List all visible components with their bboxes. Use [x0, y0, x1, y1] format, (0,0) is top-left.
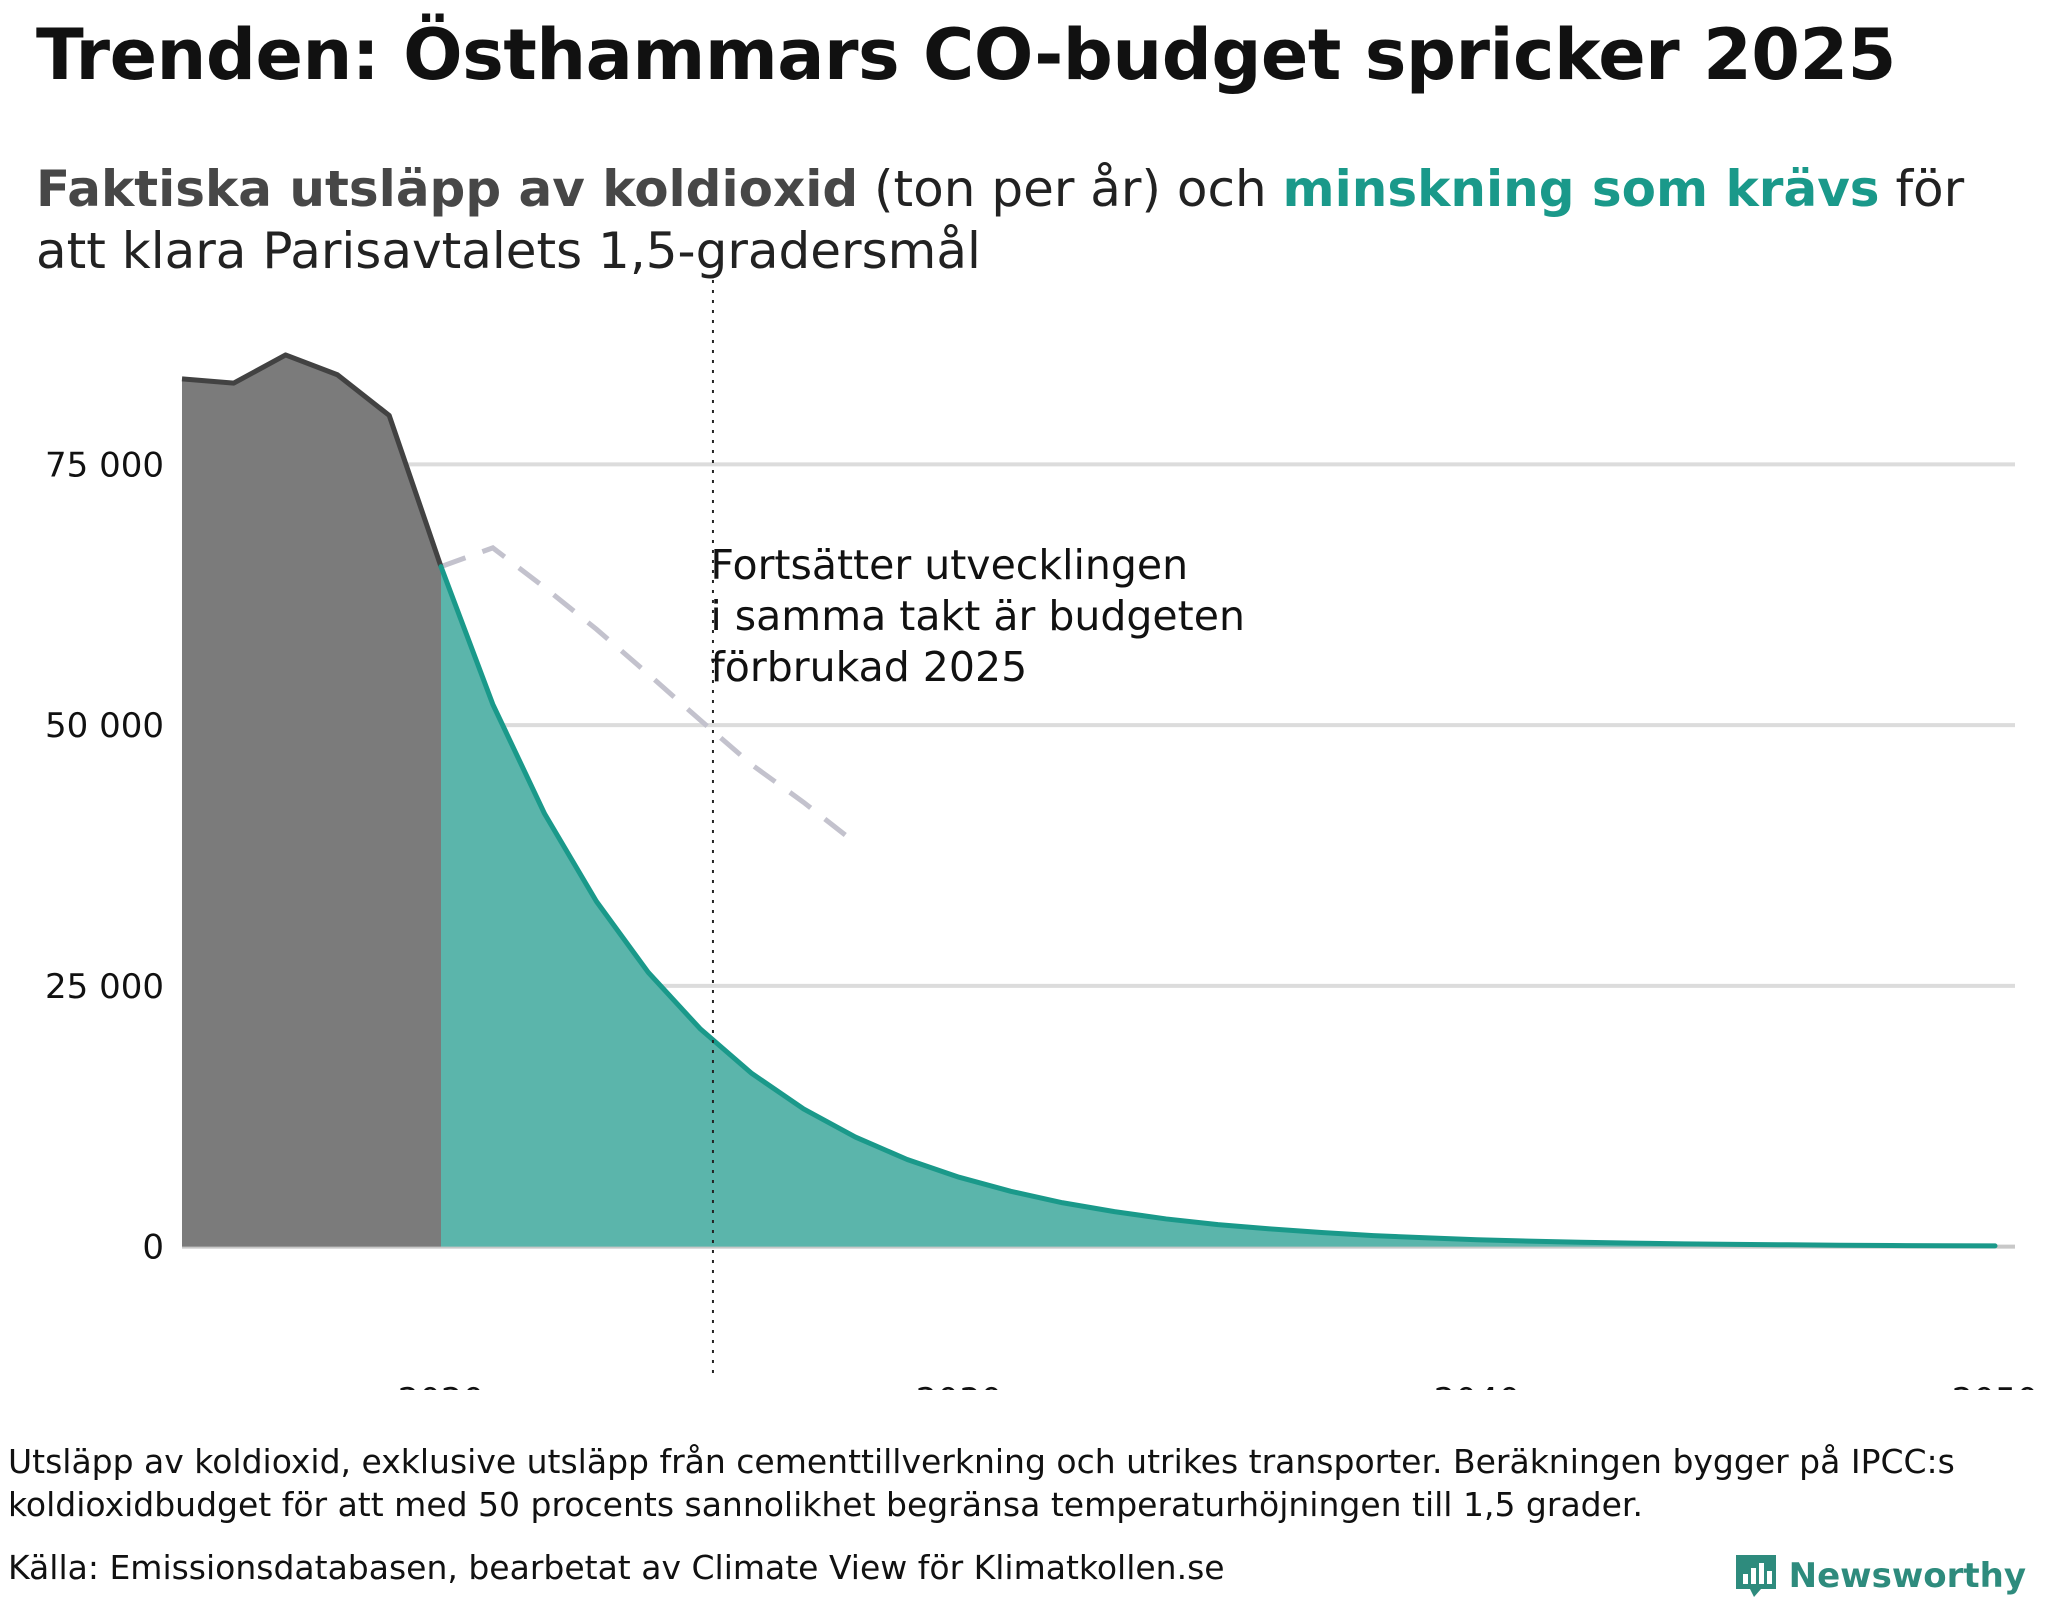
axis-ticks: 0 25 000 50 000 75 000 2020 2030 2040 2050	[45, 445, 2038, 1390]
actual-emissions-line	[181, 352, 444, 568]
x-tick-label: 2030	[916, 1381, 1003, 1390]
footnote: Utsläpp av koldioxid, exklusive utsläpp …	[8, 1442, 1955, 1524]
emissions-chart: 0 25 000 50 000 75 000 2020 2030 2040 2050 Fort…	[45, 280, 2038, 1390]
y-tick-label: 25 000	[45, 967, 164, 1007]
annotation-line: förbrukad 2025	[710, 643, 1027, 691]
subtitle-text-1: (ton per år) och	[858, 160, 1283, 218]
annotation-line: Fortsätter utvecklingen	[710, 541, 1188, 589]
brand-logo: Newsworthy	[1733, 1552, 2026, 1600]
line-layer	[181, 352, 1998, 1249]
y-tick-label: 75 000	[45, 445, 164, 485]
subtitle-actual-label: Faktiska utsläpp av koldioxid	[36, 160, 859, 218]
y-tick-label: 0	[142, 1228, 164, 1268]
newsworthy-logo-icon	[1735, 1555, 1776, 1597]
actual-emissions-area	[182, 354, 441, 1247]
required-reduction-line	[438, 564, 1998, 1249]
source-note: Källa: Emissionsdatabasen, bearbetat av …	[8, 1548, 1225, 1587]
required-reduction-area	[441, 566, 1995, 1247]
subtitle-required-label: minskning som krävs	[1282, 160, 1880, 218]
x-tick-label: 2040	[1434, 1381, 1521, 1390]
subtitle-text-2: för att klara Parisavtalets 1,5-gradersm…	[36, 160, 1965, 280]
area-layer	[182, 354, 1995, 1247]
chart-subtitle: Faktiska utsläpp av koldioxid (ton per å…	[36, 158, 2026, 282]
annotation-line: i samma takt är budgeten	[710, 592, 1245, 640]
chart-title: Trenden: Östhammars CO-budget spricker 2…	[36, 14, 1896, 96]
brand-name: Newsworthy	[1788, 1556, 2026, 1596]
x-tick-label: 2020	[398, 1381, 485, 1390]
x-tick-label: 2050	[1952, 1381, 2039, 1390]
y-tick-label: 50 000	[45, 706, 164, 746]
